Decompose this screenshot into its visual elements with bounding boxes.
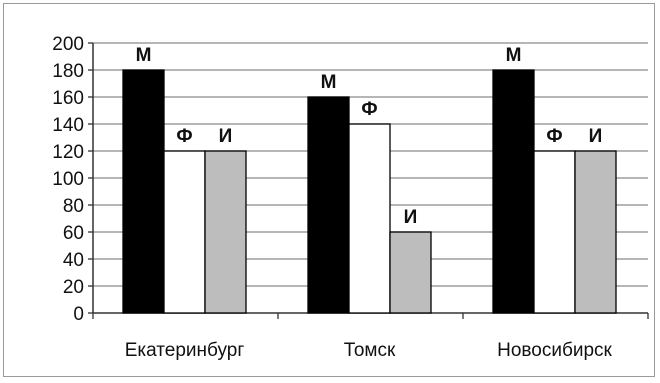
bar-2-1 (163, 150, 206, 314)
bar-2-3 (533, 150, 576, 314)
y-tick-label: 120 (52, 142, 84, 163)
y-tick-label: 180 (52, 61, 84, 82)
bar-3-3 (574, 150, 617, 314)
bar-1-2 (307, 96, 350, 314)
category-label: Екатеринбург (125, 340, 245, 361)
category-label: Новосибирск (497, 340, 612, 361)
bar-1-3 (492, 69, 535, 314)
data-label: И (404, 207, 418, 228)
data-label: И (219, 126, 233, 147)
bars (122, 69, 617, 314)
data-label: М (321, 72, 337, 93)
data-labels: М Ф И М Ф И М Ф И (136, 45, 603, 228)
bar-1-1 (122, 69, 165, 314)
y-tick-labels: 0 20 40 60 80 100 120 140 160 180 200 (52, 34, 84, 325)
data-label: М (136, 45, 152, 66)
y-tick-label: 160 (52, 88, 84, 109)
data-label: Ф (361, 99, 377, 120)
y-tick-label: 80 (63, 196, 84, 217)
data-label: Ф (546, 126, 562, 147)
y-tick-label: 0 (73, 304, 84, 325)
bar-3-1 (204, 150, 247, 314)
bar-2-2 (348, 123, 391, 314)
y-tick-label: 60 (63, 223, 84, 244)
data-label: Ф (176, 126, 192, 147)
category-labels: Екатеринбург Томск Новосибирск (125, 340, 613, 361)
y-tick-label: 140 (52, 115, 84, 136)
y-tick-label: 20 (63, 277, 84, 298)
data-label: И (589, 126, 603, 147)
bar-3-2 (389, 231, 432, 314)
y-tick-label: 100 (52, 169, 84, 190)
y-tick-label: 40 (63, 250, 84, 271)
data-label: М (506, 45, 522, 66)
category-label: Томск (344, 340, 396, 361)
y-tick-label: 200 (52, 34, 84, 55)
